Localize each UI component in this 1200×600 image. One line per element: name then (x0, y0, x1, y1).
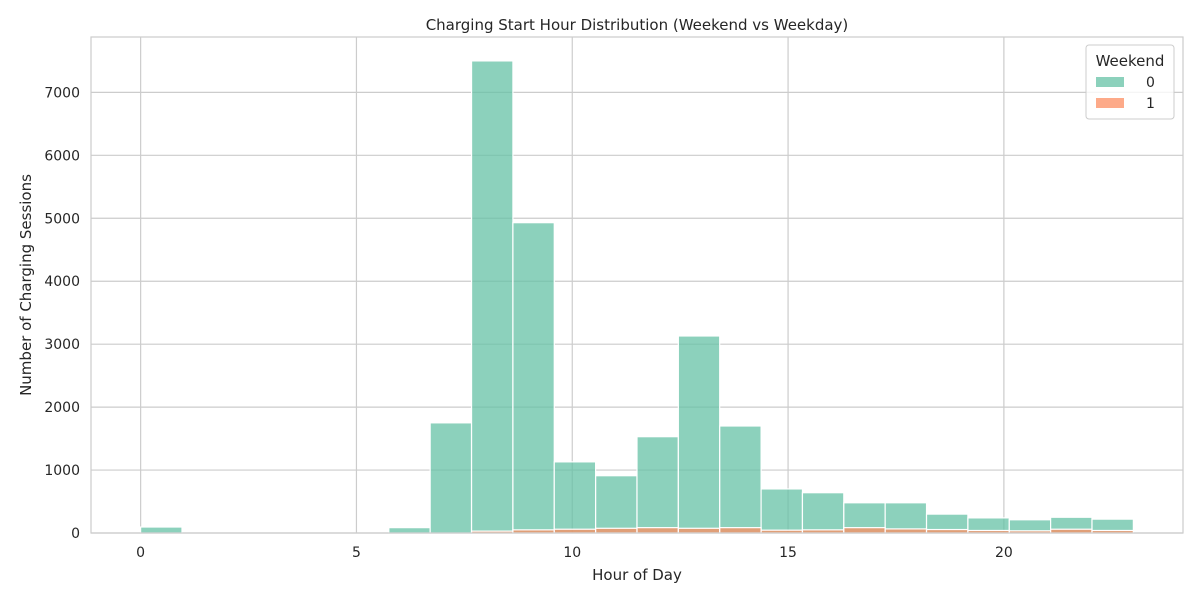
x-tick-label-2: 10 (563, 545, 581, 561)
series-1 (470, 527, 1134, 534)
legend-swatch-1 (1096, 98, 1124, 108)
bars (140, 60, 1134, 534)
bar-series-1-bin-11 (595, 527, 638, 534)
bar-series-0-bin-14 (719, 425, 762, 534)
bar-series-1-bin-13 (677, 527, 721, 534)
bar-series-1-bin-12 (636, 527, 679, 534)
bar-series-1-bin-14 (719, 527, 762, 534)
y-tick-label-7: 7000 (44, 85, 80, 101)
x-tick-label-1: 5 (352, 545, 361, 561)
bar-series-1-bin-18 (884, 528, 928, 534)
bar-series-0-bin-0 (140, 526, 183, 534)
bar-series-0-bin-12 (636, 436, 679, 534)
y-tick-label-6: 6000 (44, 148, 80, 164)
y-tick-label-4: 4000 (44, 274, 80, 290)
bar-series-1-bin-17 (843, 527, 886, 534)
y-tick-label-2: 2000 (44, 400, 80, 416)
series-0 (140, 60, 1134, 534)
plot-frame (90, 36, 1184, 534)
bar-series-0-bin-6 (388, 527, 431, 534)
chart-title: Charging Start Hour Distribution (Weeken… (426, 16, 849, 34)
y-tick-label-0: 0 (71, 526, 80, 542)
x-tick-label-4: 20 (995, 545, 1013, 561)
legend-title: Weekend (1096, 52, 1165, 70)
bar-series-0-bin-11 (595, 475, 638, 534)
x-tick-label-3: 15 (779, 545, 797, 561)
y-tick-label-1: 1000 (44, 463, 80, 479)
y-axis-title: Number of Charging Sessions (17, 174, 35, 396)
bar-series-0-bin-10 (553, 461, 597, 534)
bar-series-0-bin-15 (760, 488, 804, 534)
y-tick-label-5: 5000 (44, 211, 80, 227)
x-axis-title: Hour of Day (592, 566, 682, 584)
bar-series-0-bin-9 (512, 222, 555, 534)
y-tick-label-3: 3000 (44, 337, 80, 353)
legend-label-1: 1 (1146, 96, 1155, 112)
bar-series-0-bin-8 (470, 60, 514, 534)
bar-series-0-bin-7 (429, 422, 473, 534)
grid-lines (91, 37, 1183, 534)
bar-series-0-bin-16 (801, 492, 845, 534)
legend-label-0: 0 (1146, 75, 1155, 91)
legend-swatch-0 (1096, 77, 1124, 87)
x-tick-label-0: 0 (136, 545, 145, 561)
legend: Weekend 0 1 (1085, 44, 1175, 120)
tick-labels: 0 5 10 15 20 0 1000 2000 3000 4000 5000 6000 7000 (44, 85, 1012, 561)
bar-series-0-bin-13 (677, 335, 721, 534)
